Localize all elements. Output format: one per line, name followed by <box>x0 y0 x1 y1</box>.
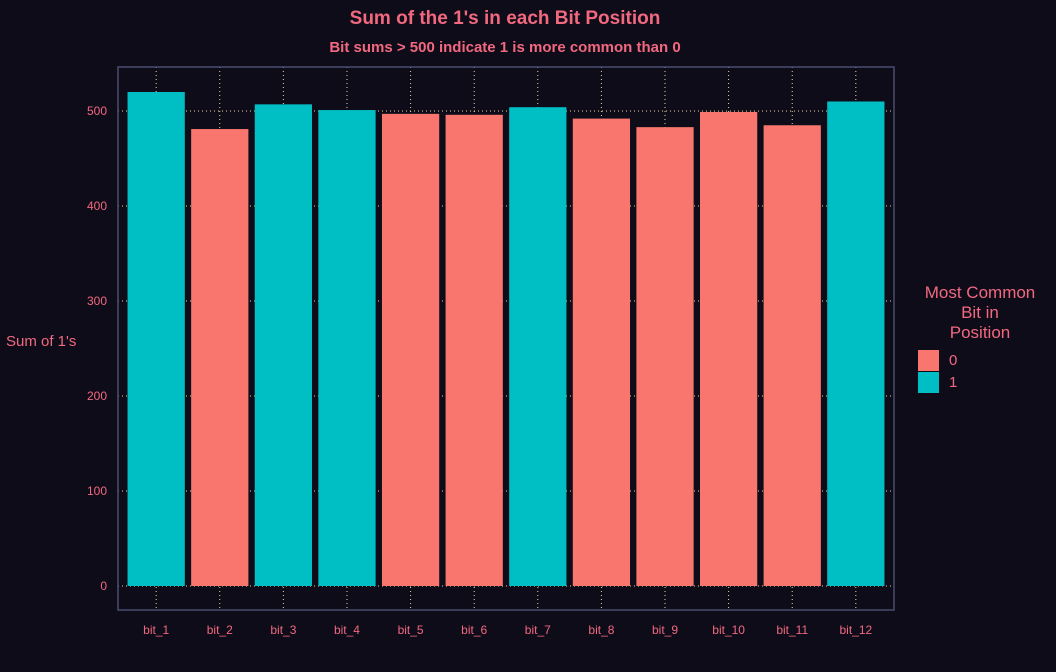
legend-item-1: 1 <box>918 371 1050 393</box>
legend-item-0: 0 <box>918 349 1050 371</box>
y-tick-label: 200 <box>87 389 107 403</box>
x-tick-label: bit_2 <box>207 623 233 637</box>
x-tick-label: bit_11 <box>776 623 808 637</box>
bar-bit_8 <box>572 118 631 586</box>
y-tick-label: 100 <box>87 484 107 498</box>
x-tick-label: bit_10 <box>712 623 745 637</box>
y-axis-label: Sum of 1's <box>6 333 76 350</box>
x-tick-label: bit_4 <box>334 623 360 637</box>
bar-bit_4 <box>318 110 376 587</box>
legend-title: Most Common Bit in Position <box>910 283 1050 343</box>
legend-swatch <box>918 349 939 371</box>
bar-bit_12 <box>827 101 885 586</box>
y-tick-label: 0 <box>100 579 107 593</box>
bar-bit_5 <box>381 113 440 586</box>
legend-label: 0 <box>949 351 958 369</box>
bar-bit_9 <box>636 127 694 587</box>
bars <box>127 92 885 587</box>
x-tick-label: bit_12 <box>839 623 872 637</box>
y-tick-label: 300 <box>87 294 107 308</box>
x-tick-label: bit_9 <box>652 623 678 637</box>
y-tick-label: 400 <box>87 199 107 213</box>
y-tick-label: 500 <box>87 104 107 118</box>
bar-bit_11 <box>763 125 821 586</box>
x-tick-label: bit_3 <box>270 623 296 637</box>
x-tick-label: bit_1 <box>143 623 169 637</box>
bar-bit_6 <box>445 114 503 587</box>
bar-bit_10 <box>700 111 758 586</box>
bar-bit_1 <box>127 92 185 586</box>
bar-bit_3 <box>254 104 312 586</box>
legend-title-line: Bit in <box>961 303 999 322</box>
chart-subtitle: Bit sums > 500 indicate 1 is more common… <box>329 39 681 56</box>
axes: 0 100 200 300 400 500 bit_1 bit_2 bit_3 bit_4 bit_… <box>87 104 873 637</box>
x-tick-label: bit_7 <box>525 623 551 637</box>
legend-label: 1 <box>949 373 958 391</box>
x-tick-label: bit_5 <box>398 623 424 637</box>
x-tick-label: bit_8 <box>588 623 614 637</box>
chart-title: Sum of the 1's in each Bit Position <box>349 8 661 29</box>
panel-border <box>117 66 895 611</box>
legend-title-line: Most Common <box>924 283 1036 302</box>
bar-bit_7 <box>509 107 567 586</box>
bar-bit_2 <box>191 129 249 587</box>
legend: Most Common Bit in Position 0 1 <box>910 283 1050 393</box>
legend-title-line: Position <box>949 323 1011 342</box>
legend-swatch <box>918 371 939 393</box>
x-tick-label: bit_6 <box>461 623 487 637</box>
